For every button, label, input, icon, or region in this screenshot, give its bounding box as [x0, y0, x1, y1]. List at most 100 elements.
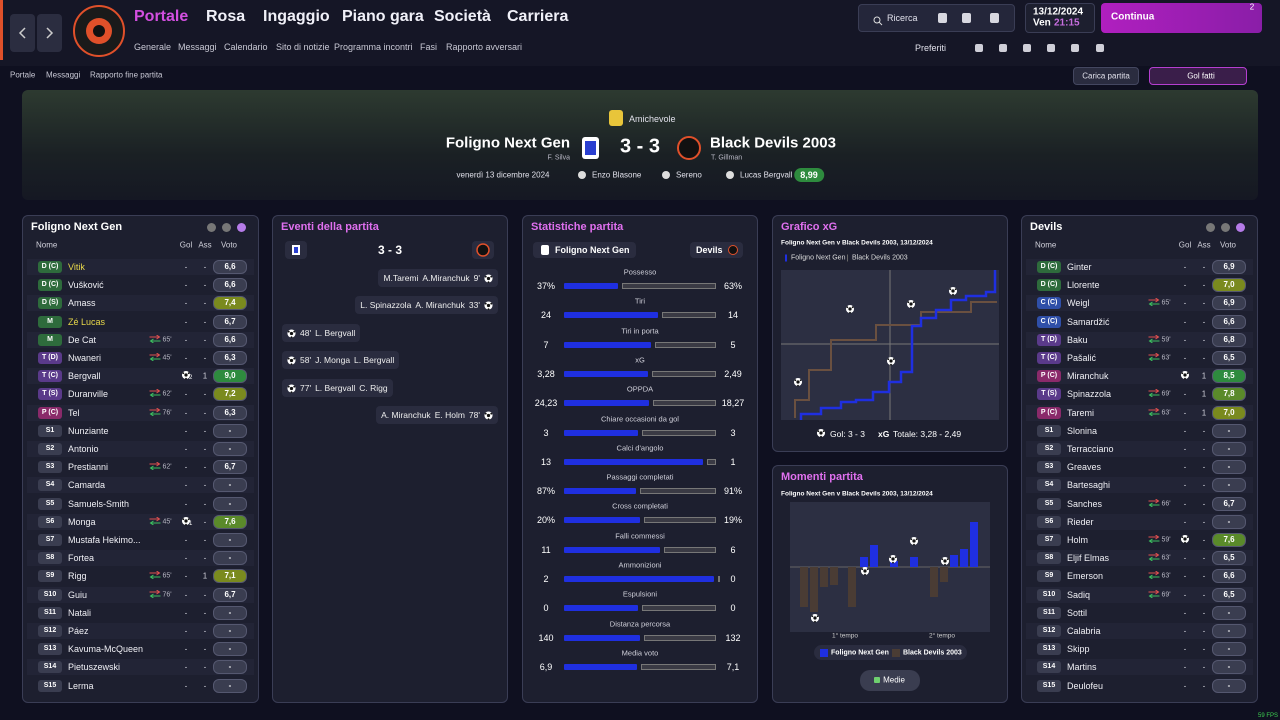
toolbar-icon[interactable]	[962, 13, 971, 23]
player-name[interactable]: Holm	[1067, 535, 1089, 545]
player-name[interactable]: Miranchuk	[1067, 371, 1109, 382]
nav-item[interactable]: Società	[434, 8, 491, 25]
favorites[interactable]: Preferiti	[915, 43, 947, 53]
favorite-icon[interactable]	[999, 44, 1007, 52]
player-name[interactable]: Sadiq	[1067, 589, 1091, 600]
player-name[interactable]: Sottil	[1067, 607, 1088, 618]
player-name[interactable]: Duranville	[68, 389, 109, 400]
player-name[interactable]: Samardžić	[1067, 316, 1110, 327]
player-name[interactable]: Slonina	[1067, 425, 1098, 436]
player-name[interactable]: Baku	[1067, 334, 1088, 345]
player-name[interactable]: Taremi	[1067, 407, 1095, 418]
view-toggle[interactable]	[222, 223, 231, 232]
player-name[interactable]: Sanches	[1067, 498, 1103, 509]
nav-item[interactable]: Carriera	[507, 8, 569, 25]
player-name[interactable]: Ginter	[1067, 262, 1092, 272]
player-name[interactable]: Vitik	[68, 262, 85, 272]
sub-icon	[149, 388, 161, 399]
player-name[interactable]: Rigg	[68, 571, 87, 582]
player-name[interactable]: Rieder	[1067, 516, 1094, 527]
player-name[interactable]: De Cat	[68, 334, 97, 345]
nav-item[interactable]: Piano gara	[342, 8, 424, 25]
breadcrumb-item[interactable]: Portale	[10, 70, 36, 80]
toolbar-icon[interactable]	[938, 13, 947, 23]
player-name[interactable]: Llorente	[1067, 280, 1100, 291]
favorite-icon[interactable]	[1023, 44, 1031, 52]
forward-button[interactable]	[37, 14, 62, 52]
stat-bar-home	[564, 341, 651, 348]
assists: -	[1202, 262, 1206, 272]
view-toggle[interactable]	[237, 223, 246, 232]
breadcrumb-item[interactable]: Messaggi	[46, 70, 81, 80]
favorite-icon[interactable]	[1071, 44, 1079, 52]
player-name[interactable]: Amass	[68, 298, 96, 309]
player-name[interactable]: Skipp	[1067, 644, 1090, 655]
player-name[interactable]: Terracciano	[1067, 444, 1114, 454]
nav-item[interactable]: Rosa	[206, 8, 246, 25]
player-name[interactable]: Calabria	[1067, 626, 1101, 636]
player-name[interactable]: Bergvall	[68, 371, 101, 382]
back-button[interactable]	[10, 14, 35, 52]
goals: -	[1183, 517, 1187, 527]
continue-button[interactable]	[1101, 3, 1262, 33]
load-match-button[interactable]	[1073, 67, 1139, 85]
player-name[interactable]: Martins	[1067, 662, 1097, 673]
subnav-item[interactable]: Sito di notizie	[276, 42, 330, 52]
subnav-item[interactable]: Messaggi	[178, 42, 217, 52]
goals: -	[184, 590, 188, 600]
xg-goals: Gol: 3 - 3	[830, 429, 865, 439]
sub-minute: 62'	[162, 463, 172, 471]
player-name[interactable]: Weigl	[1067, 298, 1090, 309]
player-name[interactable]: Nunziante	[68, 425, 109, 436]
player-name[interactable]: Monga	[68, 516, 96, 527]
player-name[interactable]: Deulofeu	[1067, 680, 1104, 691]
player-name[interactable]: Spinazzola	[1067, 389, 1112, 400]
player-name[interactable]: Vušković	[68, 280, 104, 291]
player-name[interactable]: Natali	[68, 607, 92, 618]
player-name[interactable]: Mustafa Hekimo...	[68, 535, 141, 545]
nav-item[interactable]: Portale	[134, 8, 189, 25]
assists: -	[203, 681, 207, 691]
subnav-item[interactable]: Calendario	[224, 42, 268, 52]
averages-button[interactable]	[860, 670, 920, 691]
player-name[interactable]: Bartesaghi	[1067, 480, 1111, 491]
player-name[interactable]: Páez	[68, 626, 89, 636]
player-name[interactable]: Prestianni	[68, 462, 109, 473]
subnav-item[interactable]: Programma incontri	[334, 42, 413, 52]
goals-button[interactable]	[1149, 67, 1247, 85]
view-toggle[interactable]	[1221, 223, 1230, 232]
player-name[interactable]: Greaves	[1067, 462, 1102, 473]
view-toggle[interactable]	[1206, 223, 1215, 232]
view-toggle[interactable]	[1236, 223, 1245, 232]
nav-item[interactable]: Ingaggio	[263, 8, 330, 25]
player-name[interactable]: Samuels-Smith	[68, 498, 130, 509]
stat-home: 2	[543, 574, 549, 584]
player-name[interactable]: Pašalić	[1067, 353, 1097, 363]
player-name[interactable]: Kavuma-McQueen	[68, 644, 144, 655]
player-name[interactable]: Fortea	[68, 553, 95, 564]
favorite-icon[interactable]	[975, 44, 983, 52]
assists: 1	[1201, 408, 1207, 418]
toolbar-icon[interactable]	[990, 13, 999, 23]
favorite-icon[interactable]	[1047, 44, 1055, 52]
search-button[interactable]: Ricerca	[887, 13, 918, 23]
player-name[interactable]: Nwaneri	[68, 353, 102, 363]
subnav-item[interactable]: Generale	[134, 42, 172, 52]
player-name[interactable]: Camarda	[68, 480, 106, 491]
player-name[interactable]: Lerma	[68, 680, 94, 691]
assists: -	[203, 553, 207, 563]
stat-bar-home	[564, 283, 619, 289]
player-name[interactable]: Tel	[68, 407, 80, 418]
player-name[interactable]: Eljif Elmas	[1067, 553, 1110, 564]
player-name[interactable]: Pietuszewski	[68, 662, 121, 673]
player-name[interactable]: Emerson	[1067, 571, 1104, 582]
player-name[interactable]: Zé Lucas	[68, 316, 106, 327]
player-name[interactable]: Guiu	[68, 589, 88, 600]
subnav-item[interactable]: Rapporto avversari	[446, 42, 523, 52]
favorite-icon[interactable]	[1096, 44, 1104, 52]
goals: -	[184, 280, 188, 290]
subnav-item[interactable]: Fasi	[420, 42, 438, 52]
player-name[interactable]: Antonio	[68, 444, 99, 454]
goal-icon	[287, 355, 296, 365]
view-toggle[interactable]	[207, 223, 216, 232]
